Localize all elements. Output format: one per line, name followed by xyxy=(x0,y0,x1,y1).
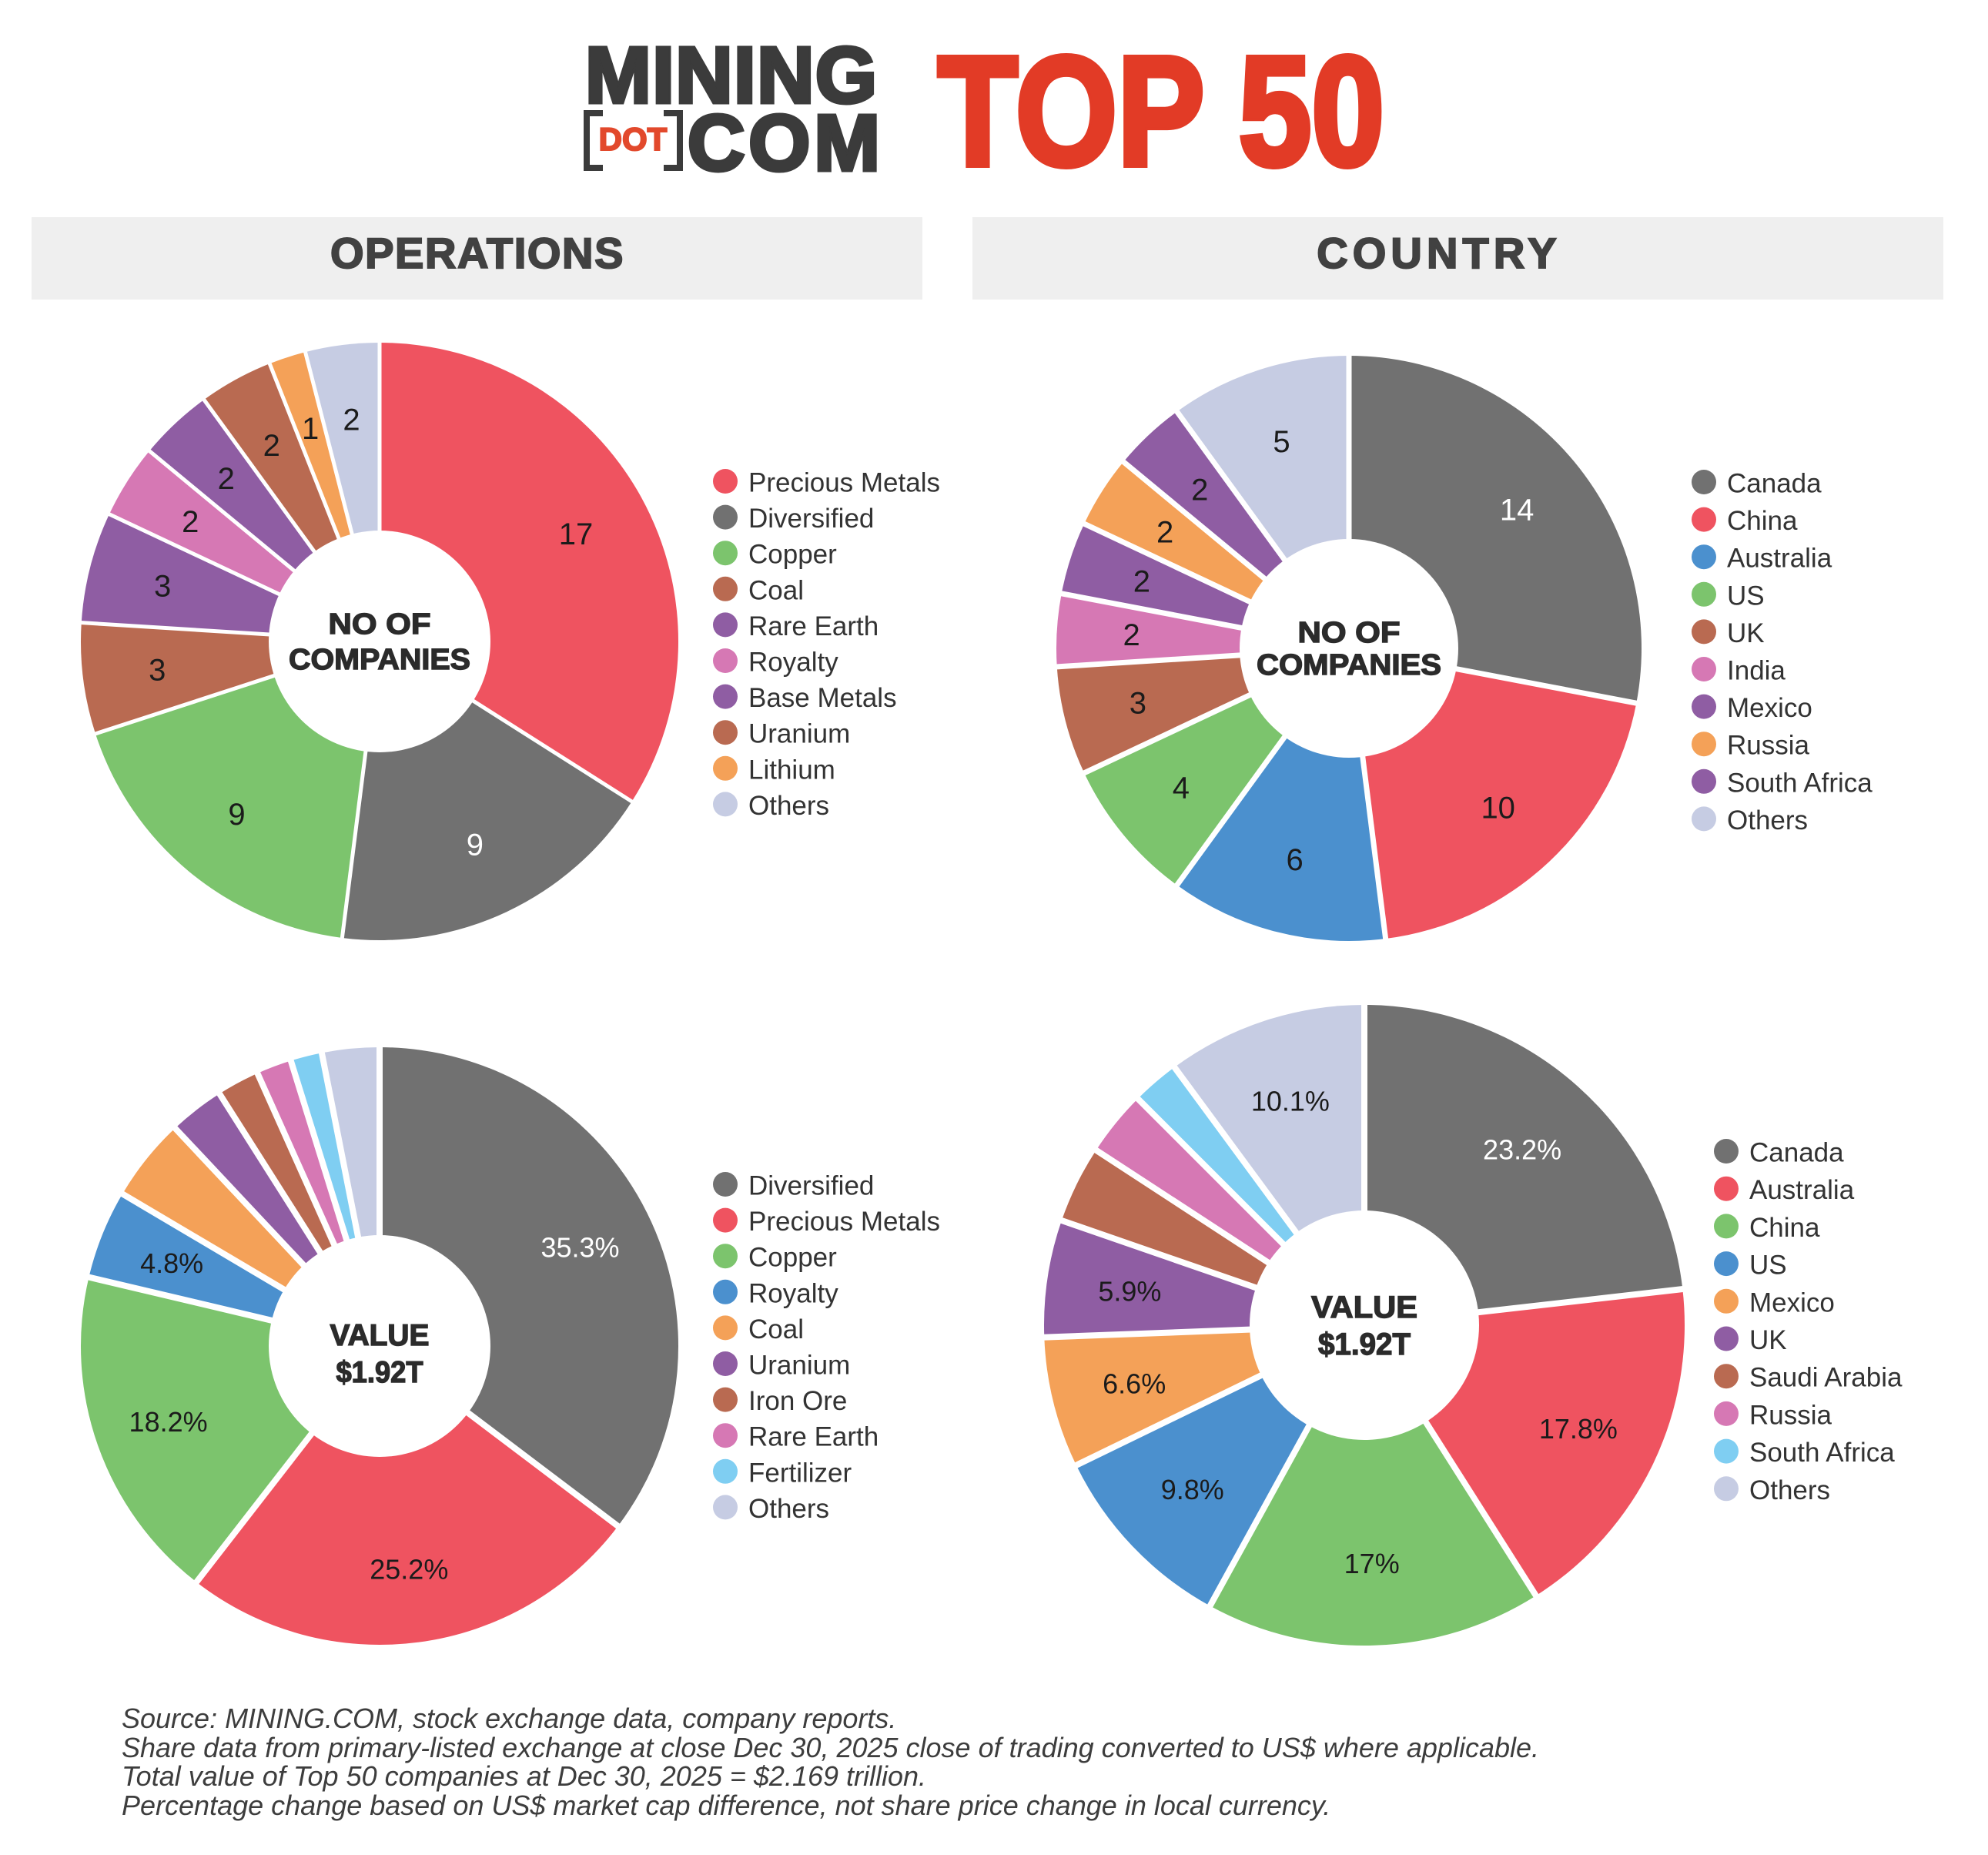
svg-text:China: China xyxy=(1749,1213,1820,1243)
svg-text:COUNTRY: COUNTRY xyxy=(1317,229,1561,277)
svg-text:3: 3 xyxy=(154,570,171,604)
svg-text:VALUE: VALUE xyxy=(1311,1291,1417,1324)
svg-text:2: 2 xyxy=(1156,515,1173,549)
svg-text:Royalty: Royalty xyxy=(748,648,838,678)
svg-text:Rare Earth: Rare Earth xyxy=(748,1422,879,1452)
svg-text:9: 9 xyxy=(467,828,484,862)
svg-text:5.9%: 5.9% xyxy=(1098,1276,1161,1308)
svg-text:Others: Others xyxy=(1727,805,1808,835)
svg-text:Uranium: Uranium xyxy=(748,1351,850,1381)
svg-text:US: US xyxy=(1727,581,1765,611)
svg-text:23.2%: 23.2% xyxy=(1483,1133,1561,1165)
svg-text:2: 2 xyxy=(182,505,199,539)
svg-text:Canada: Canada xyxy=(1749,1138,1844,1168)
svg-text:10: 10 xyxy=(1481,791,1515,825)
svg-text:Base Metals: Base Metals xyxy=(748,683,897,713)
svg-text:4.8%: 4.8% xyxy=(140,1247,203,1279)
svg-text:18.2%: 18.2% xyxy=(129,1406,208,1438)
svg-text:2: 2 xyxy=(218,462,235,496)
svg-text:Others: Others xyxy=(748,791,829,821)
svg-text:14: 14 xyxy=(1500,494,1535,527)
svg-text:Russia: Russia xyxy=(1727,731,1810,761)
svg-text:3: 3 xyxy=(1130,686,1146,720)
svg-text:Share data from primary-listed: Share data from primary-listed exchange … xyxy=(122,1732,1539,1763)
svg-text:Percentage change based on US$: Percentage change based on US$ market ca… xyxy=(122,1790,1330,1821)
svg-text:9: 9 xyxy=(228,798,245,832)
svg-text:Total value of Top 50 companie: Total value of Top 50 companies at Dec 3… xyxy=(122,1760,926,1792)
svg-text:India: India xyxy=(1727,656,1786,686)
svg-text:Coal: Coal xyxy=(748,1314,804,1344)
svg-text:$1.92T: $1.92T xyxy=(336,1356,423,1389)
svg-text:6: 6 xyxy=(1286,843,1303,877)
svg-text:17%: 17% xyxy=(1344,1548,1400,1579)
svg-text:Saudi Arabia: Saudi Arabia xyxy=(1749,1363,1903,1393)
svg-text:Rare Earth: Rare Earth xyxy=(748,611,879,641)
svg-text:VALUE: VALUE xyxy=(330,1319,430,1352)
svg-text:Mexico: Mexico xyxy=(1727,693,1812,723)
svg-text:US: US xyxy=(1749,1251,1787,1281)
svg-text:3: 3 xyxy=(149,654,166,688)
svg-text:1: 1 xyxy=(302,412,319,446)
svg-text:Iron Ore: Iron Ore xyxy=(748,1386,847,1416)
svg-text:17.8%: 17.8% xyxy=(1539,1413,1618,1445)
svg-text:$1.92T: $1.92T xyxy=(1318,1328,1411,1361)
svg-text:COMPANIES: COMPANIES xyxy=(289,644,470,676)
svg-text:TOP 50: TOP 50 xyxy=(938,24,1384,198)
svg-text:NO OF: NO OF xyxy=(1298,617,1401,649)
svg-text:Precious Metals: Precious Metals xyxy=(748,468,940,498)
svg-text:Australia: Australia xyxy=(1749,1175,1855,1205)
svg-text:China: China xyxy=(1727,506,1798,536)
svg-text:DOT: DOT xyxy=(599,121,668,157)
svg-text:South Africa: South Africa xyxy=(1749,1438,1895,1468)
svg-text:OPERATIONS: OPERATIONS xyxy=(330,229,624,277)
svg-text:Diversified: Diversified xyxy=(748,504,874,534)
svg-text:Others: Others xyxy=(1749,1475,1830,1505)
svg-text:Lithium: Lithium xyxy=(748,755,835,785)
svg-text:2: 2 xyxy=(1133,565,1150,599)
svg-text:Australia: Australia xyxy=(1727,544,1832,574)
svg-text:COMPANIES: COMPANIES xyxy=(1257,649,1441,681)
svg-text:Royalty: Royalty xyxy=(748,1278,838,1308)
svg-text:Others: Others xyxy=(748,1494,829,1524)
svg-text:25.2%: 25.2% xyxy=(370,1554,448,1585)
svg-text:17: 17 xyxy=(559,517,594,551)
svg-text:NO OF: NO OF xyxy=(329,608,431,641)
svg-text:Fertilizer: Fertilizer xyxy=(748,1458,852,1488)
svg-text:Source: MINING.COM, stock exch: Source: MINING.COM, stock exchange data,… xyxy=(122,1703,896,1734)
svg-text:2: 2 xyxy=(343,403,360,437)
svg-text:5: 5 xyxy=(1273,425,1290,459)
svg-text:Russia: Russia xyxy=(1749,1400,1832,1430)
svg-text:Copper: Copper xyxy=(748,1243,837,1273)
svg-text:2: 2 xyxy=(263,429,280,463)
svg-text:Canada: Canada xyxy=(1727,469,1822,499)
svg-text:10.1%: 10.1% xyxy=(1251,1085,1330,1117)
svg-text:Diversified: Diversified xyxy=(748,1171,874,1201)
svg-text:35.3%: 35.3% xyxy=(541,1231,619,1263)
svg-text:9.8%: 9.8% xyxy=(1161,1474,1224,1505)
svg-text:Copper: Copper xyxy=(748,540,837,570)
svg-text:UK: UK xyxy=(1749,1325,1787,1355)
svg-text:UK: UK xyxy=(1727,618,1765,648)
svg-text:COM: COM xyxy=(688,99,880,187)
svg-text:6.6%: 6.6% xyxy=(1103,1368,1166,1400)
svg-text:MINING: MINING xyxy=(585,31,877,119)
svg-text:Precious Metals: Precious Metals xyxy=(748,1207,940,1237)
svg-text:2: 2 xyxy=(1191,474,1208,507)
svg-text:2: 2 xyxy=(1123,618,1140,652)
svg-text:South Africa: South Africa xyxy=(1727,768,1873,798)
svg-text:4: 4 xyxy=(1173,771,1190,805)
svg-text:Mexico: Mexico xyxy=(1749,1287,1835,1318)
svg-text:Coal: Coal xyxy=(748,575,804,605)
svg-text:Uranium: Uranium xyxy=(748,719,850,749)
